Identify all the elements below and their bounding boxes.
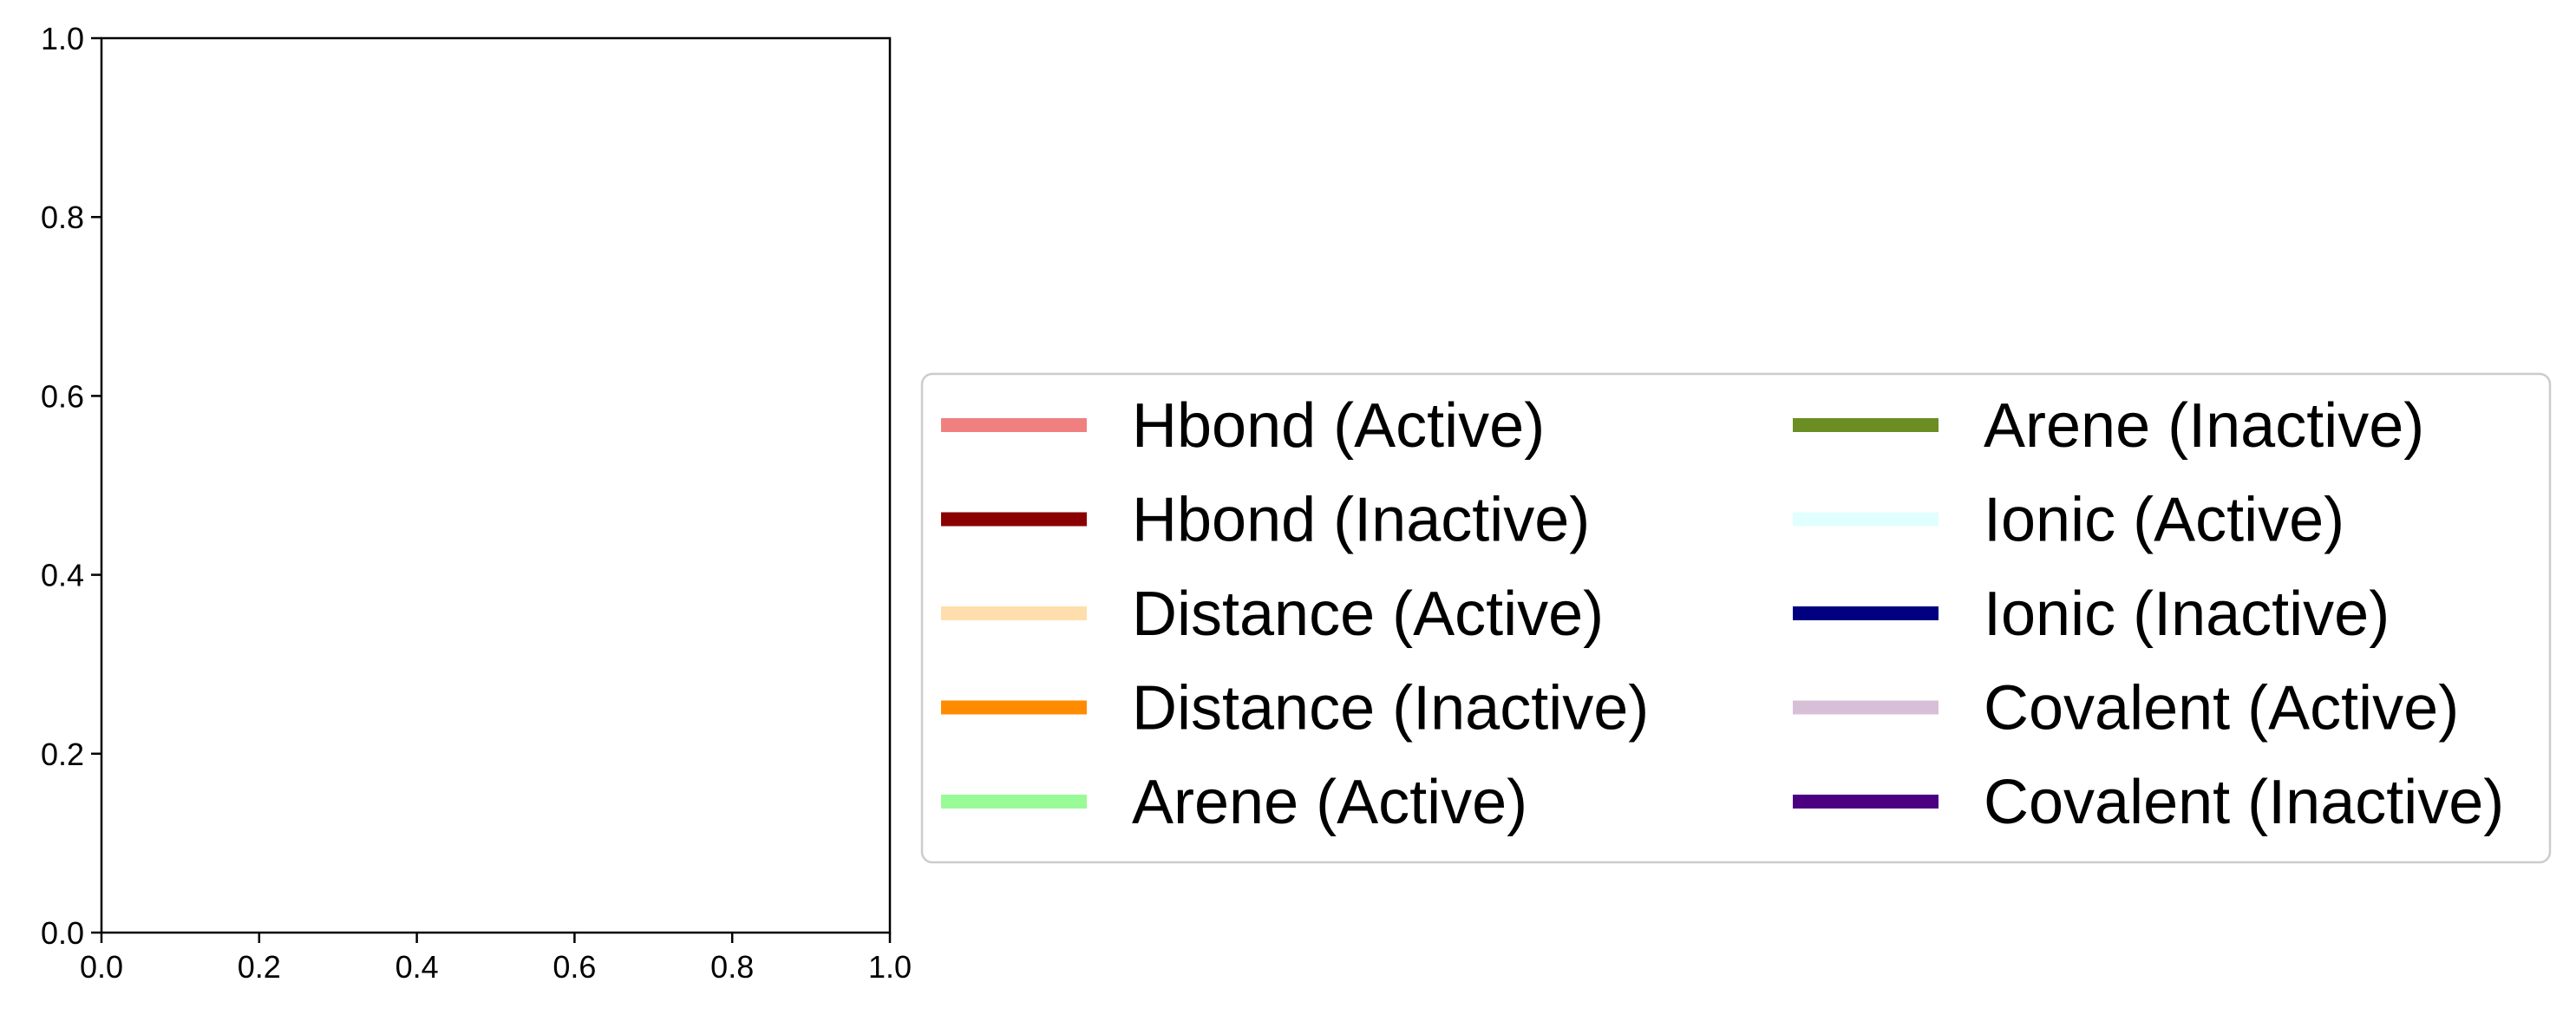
legend-item: Covalent (Active): [1793, 674, 2459, 743]
legend-item: Distance (Inactive): [941, 674, 1649, 743]
legend-item: Ionic (Active): [1793, 486, 2344, 555]
legend-label: Ionic (Active): [1984, 486, 2344, 555]
legend-item: Arene (Inactive): [1793, 391, 2424, 461]
x-tick-label: 0.0: [80, 949, 123, 985]
legend-item: Arene (Active): [941, 768, 1527, 837]
legend-label: Distance (Active): [1132, 580, 1604, 649]
legend-item: Covalent (Inactive): [1793, 768, 2504, 837]
plot-frame: [100, 36, 892, 934]
x-tick-label: 1.0: [868, 949, 912, 985]
legend-item: Hbond (Inactive): [941, 486, 1590, 555]
x-tick-label: 0.4: [396, 949, 439, 985]
plot-background: [101, 38, 890, 933]
y-tick-label: 0.0: [41, 915, 84, 951]
y-tick-label: 0.6: [41, 378, 84, 414]
legend-label: Hbond (Active): [1132, 391, 1545, 461]
legend-item: Distance (Active): [941, 580, 1604, 649]
legend-label: Distance (Inactive): [1132, 674, 1649, 743]
legend-item: Hbond (Active): [941, 391, 1545, 461]
x-tick-label: 0.2: [238, 949, 281, 985]
legend-label: Covalent (Active): [1984, 674, 2459, 743]
legend: Hbond (Active) Hbond (Inactive) Distance (…: [941, 391, 2504, 837]
legend-label: Arene (Active): [1132, 768, 1527, 837]
legend-label: Hbond (Inactive): [1132, 486, 1590, 555]
legend-box: [920, 372, 2552, 864]
x-tick-label: 0.6: [552, 949, 596, 985]
x-axis-ticks: 0.0 0.2 0.4 0.6 0.8 1.0: [80, 933, 912, 985]
legend-label: Covalent (Inactive): [1984, 768, 2504, 837]
y-tick-label: 0.8: [41, 200, 84, 235]
legend-label: Arene (Inactive): [1984, 391, 2424, 461]
legend-label: Ionic (Inactive): [1984, 580, 2390, 649]
x-tick-label: 0.8: [710, 949, 754, 985]
y-tick-label: 0.4: [41, 558, 84, 593]
y-tick-label: 0.2: [41, 737, 84, 772]
y-tick-label: 1.0: [41, 21, 84, 56]
legend-item: Ionic (Inactive): [1793, 580, 2390, 649]
y-axis-ticks: 0.0 0.2 0.4 0.6 0.8 1.0: [41, 21, 101, 951]
